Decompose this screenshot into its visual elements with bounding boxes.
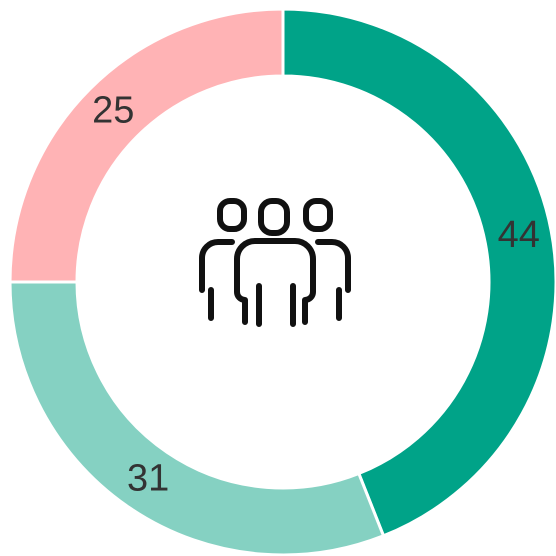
data-label: 25 bbox=[92, 89, 134, 131]
donut-slice bbox=[8, 280, 386, 556]
donut-slice bbox=[8, 7, 285, 284]
data-label: 44 bbox=[498, 214, 540, 256]
donut-slice bbox=[281, 7, 556, 538]
data-label: 31 bbox=[127, 458, 169, 500]
donut bbox=[8, 7, 556, 556]
people-icon bbox=[199, 198, 351, 327]
